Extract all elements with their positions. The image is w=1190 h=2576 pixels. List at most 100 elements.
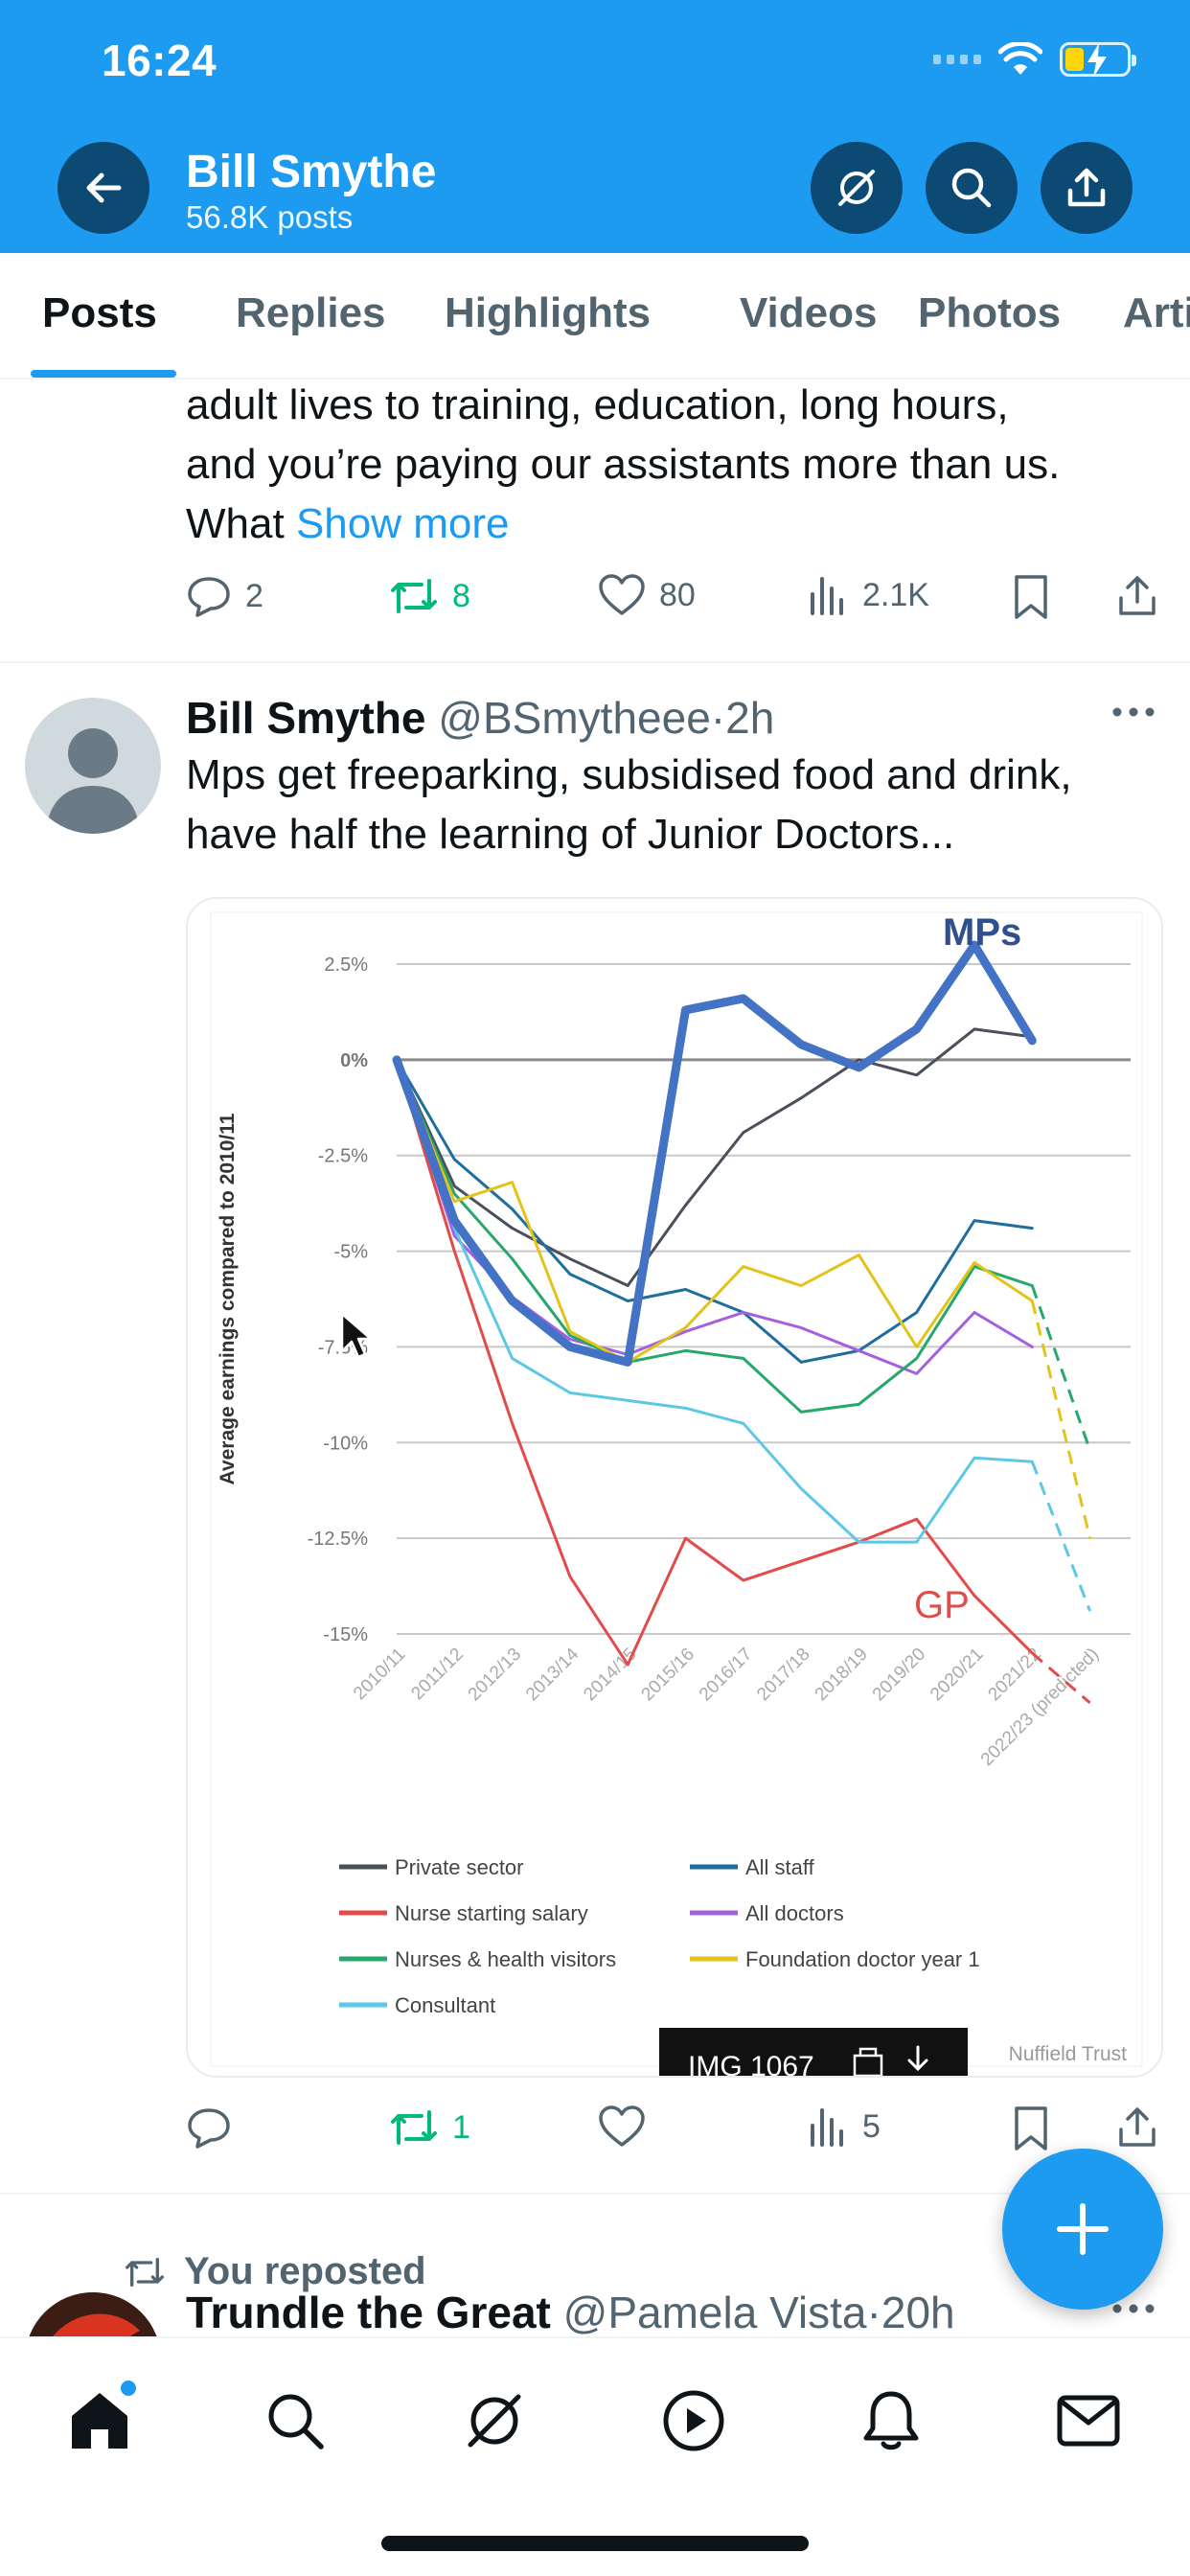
y-tick-label: -12.5% bbox=[308, 1529, 369, 1550]
share-button[interactable] bbox=[1115, 2104, 1159, 2150]
timeline[interactable]: adult lives to training, education, long… bbox=[0, 381, 1190, 2336]
like-button[interactable]: 80 bbox=[598, 573, 696, 617]
series-predicted-line bbox=[1030, 1285, 1092, 1451]
tab-photos[interactable]: Photos bbox=[918, 289, 1062, 336]
tab-articles[interactable]: Articles bbox=[1123, 289, 1190, 336]
cellular-signal-icon bbox=[933, 55, 981, 64]
repost-label: You reposted bbox=[184, 2250, 426, 2292]
grok-icon bbox=[838, 170, 875, 206]
back-button[interactable] bbox=[57, 142, 149, 234]
y-axis-label: Average earnings compared to 2010/11 bbox=[217, 1113, 239, 1484]
views-button[interactable]: 5 bbox=[807, 2104, 881, 2149]
battery-icon bbox=[1060, 42, 1136, 78]
chart-background bbox=[210, 911, 1143, 2067]
bookmark-button[interactable] bbox=[1012, 573, 1050, 621]
search-icon bbox=[268, 2394, 324, 2450]
mouse-cursor-icon bbox=[340, 1312, 373, 1359]
post-text-line: and you’re paying our assistants more th… bbox=[186, 441, 1061, 488]
default-avatar-icon bbox=[46, 728, 140, 834]
more-horizontal-icon bbox=[1112, 2304, 1155, 2313]
series-line bbox=[395, 1058, 1034, 1364]
post-text-fragment: What bbox=[186, 500, 285, 547]
nav-video[interactable] bbox=[646, 2373, 742, 2469]
legend-label: Nurse starting salary bbox=[395, 1901, 588, 1925]
search-icon bbox=[951, 168, 992, 208]
post-more-button[interactable] bbox=[1111, 705, 1156, 723]
profile-header: 16:24 Bill Smythe 56.8K posts bbox=[0, 0, 1190, 253]
repost-button[interactable]: 1 bbox=[389, 2104, 470, 2150]
author-name[interactable]: Bill Smythe bbox=[186, 693, 426, 743]
share-icon bbox=[1119, 576, 1156, 615]
series-predicted-line bbox=[1031, 1651, 1091, 1705]
repost-icon bbox=[126, 2257, 164, 2287]
author-handle[interactable]: @BSmytheee bbox=[438, 693, 711, 743]
repost-button[interactable]: 8 bbox=[389, 573, 470, 619]
like-button[interactable] bbox=[598, 2104, 659, 2149]
bell-icon bbox=[863, 2391, 919, 2450]
grok-button[interactable] bbox=[811, 142, 903, 234]
series-line bbox=[395, 1058, 1034, 1414]
avatar[interactable] bbox=[25, 698, 161, 834]
nav-notifications[interactable] bbox=[843, 2373, 939, 2469]
compose-button[interactable] bbox=[1002, 2149, 1163, 2310]
tab-highlights[interactable]: Highlights bbox=[445, 289, 652, 336]
legend-label: Private sector bbox=[395, 1855, 524, 1879]
series-line bbox=[395, 1058, 1034, 1544]
nav-home[interactable] bbox=[52, 2373, 148, 2469]
series-predicted-line bbox=[1030, 1460, 1091, 1612]
post-text-line: have half the learning of Junior Doctors… bbox=[186, 811, 955, 858]
show-more-link[interactable]: Show more bbox=[295, 500, 510, 547]
repost-indicator: You reposted bbox=[123, 2250, 426, 2293]
nav-messages[interactable] bbox=[1041, 2373, 1136, 2469]
more-horizontal-icon bbox=[1112, 707, 1155, 717]
reply-button[interactable] bbox=[186, 2104, 245, 2150]
y-tick-label: -10% bbox=[323, 1433, 368, 1454]
series-line bbox=[395, 1027, 1034, 1288]
analytics-icon bbox=[811, 2108, 843, 2147]
chart-source: Nuffield Trust bbox=[1009, 2043, 1127, 2065]
post-timestamp: 20h bbox=[881, 2288, 955, 2336]
home-indicator bbox=[381, 2536, 809, 2551]
y-tick-label: -15% bbox=[323, 1624, 368, 1645]
download-icon bbox=[907, 2045, 928, 2072]
search-button[interactable] bbox=[926, 142, 1018, 234]
share-button[interactable] bbox=[1115, 573, 1159, 619]
grok-icon bbox=[468, 2394, 521, 2448]
bookmark-button[interactable] bbox=[1012, 2104, 1050, 2152]
post-divider bbox=[0, 661, 1190, 663]
series-line bbox=[395, 1058, 1034, 1364]
legend-label: Nurses & health visitors bbox=[395, 1947, 616, 1971]
share-profile-button[interactable] bbox=[1041, 142, 1133, 234]
status-icons bbox=[933, 42, 1136, 78]
arrow-left-icon bbox=[86, 172, 122, 203]
mail-icon bbox=[1057, 2395, 1120, 2447]
tab-posts[interactable]: Posts bbox=[42, 289, 157, 336]
post-actions: 2 8 80 2.1K bbox=[0, 573, 1190, 631]
post-divider bbox=[0, 2193, 1190, 2195]
y-tick-label: 0% bbox=[340, 1050, 368, 1071]
post-author: Bill Smythe @BSmytheee·2h bbox=[186, 692, 774, 744]
author-handle[interactable]: @Pamela Vista bbox=[562, 2288, 867, 2336]
image-filename: IMG 1067 bbox=[688, 2051, 814, 2078]
series-line bbox=[392, 940, 1037, 1367]
separator-dot: · bbox=[866, 2288, 881, 2336]
post-more-button[interactable] bbox=[1111, 2302, 1156, 2319]
separator-dot: · bbox=[710, 693, 726, 743]
bookmark-icon bbox=[1015, 575, 1047, 619]
views-button[interactable]: 2.1K bbox=[807, 573, 929, 617]
legend-label: All staff bbox=[745, 1855, 815, 1879]
legend-label: Consultant bbox=[395, 1993, 495, 2017]
series-predicted-line bbox=[1030, 1300, 1092, 1539]
nav-grok[interactable] bbox=[446, 2373, 542, 2469]
repost-count: 8 bbox=[452, 577, 470, 614]
avatar[interactable] bbox=[25, 2292, 161, 2336]
tab-replies[interactable]: Replies bbox=[236, 289, 386, 336]
nav-search[interactable] bbox=[247, 2373, 343, 2469]
y-tick-label: -5% bbox=[333, 1242, 368, 1263]
reply-button[interactable]: 2 bbox=[186, 573, 263, 619]
home-icon bbox=[72, 2393, 127, 2449]
author-name[interactable]: Trundle the Great bbox=[186, 2288, 551, 2336]
tab-videos[interactable]: Videos bbox=[740, 289, 878, 336]
post-actions: 1 5 bbox=[0, 2104, 1190, 2162]
post-image[interactable]: 2.5%0%-2.5%-5%-7.5%-10%-12.5%-15%Average… bbox=[186, 897, 1163, 2078]
